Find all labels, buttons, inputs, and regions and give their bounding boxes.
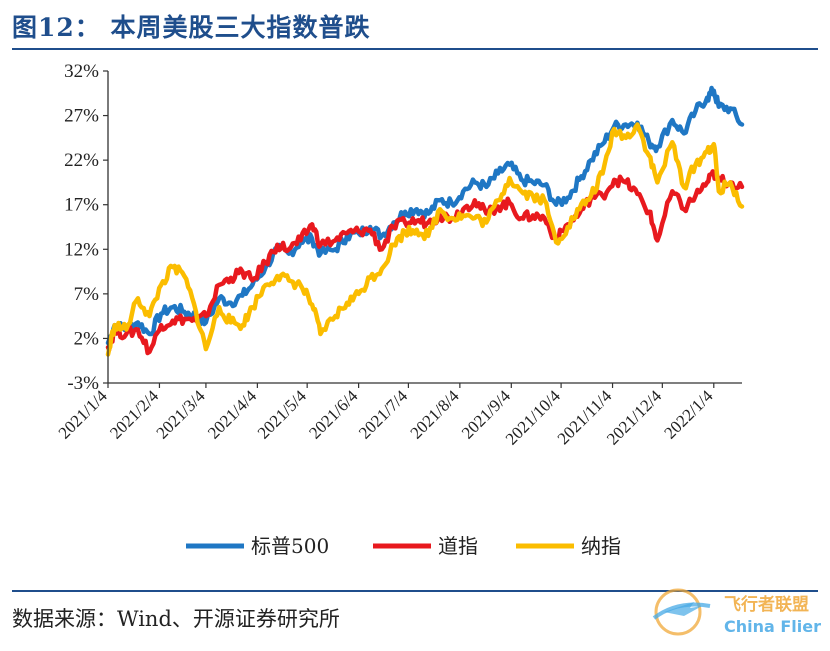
line-chart: -3%2%7%12%17%22%27%32%2021/1/42021/2/420… xyxy=(55,61,745,558)
title-divider xyxy=(12,48,818,50)
y-tick-label: 12% xyxy=(64,239,99,260)
y-tick-label: 27% xyxy=(64,106,99,127)
x-tick-label: 2021/12/4 xyxy=(603,386,666,449)
y-tick-label: 2% xyxy=(74,328,100,349)
x-tick-label: 2021/8/4 xyxy=(406,386,463,443)
chart-axes: -3%2%7%12%17%22%27%32%2021/1/42021/2/420… xyxy=(55,61,742,449)
y-tick-label: 32% xyxy=(64,61,99,82)
x-tick-label: 2021/3/4 xyxy=(153,386,210,443)
legend-label-3: 纳指 xyxy=(581,534,621,558)
series-line-1 xyxy=(105,85,745,346)
x-tick-label: 2021/1/4 xyxy=(55,386,112,443)
watermark-cn: 飞行者联盟 xyxy=(724,594,809,615)
y-tick-label: 7% xyxy=(74,284,100,305)
x-tick-label: 2021/4/4 xyxy=(204,386,261,443)
watermark-logo: 飞行者联盟 China Flier xyxy=(652,588,821,636)
y-tick-label: 22% xyxy=(64,150,99,171)
source-note: 数据来源：Wind、开源证券研究所 xyxy=(12,607,340,631)
x-tick-label: 2021/5/4 xyxy=(254,386,311,443)
watermark-en: China Flier xyxy=(724,617,821,636)
source-divider xyxy=(12,590,818,592)
series-line-3 xyxy=(105,122,745,357)
x-tick-label: 2021/6/4 xyxy=(305,386,362,443)
y-tick-label: -3% xyxy=(67,373,99,394)
series-line-2 xyxy=(105,169,745,356)
chart-legend: 标普500 道指 纳指 xyxy=(186,534,621,558)
x-tick-label: 2021/7/4 xyxy=(355,386,412,443)
legend-label-1: 标普500 xyxy=(251,534,329,558)
figure-title: 图12： 本周美股三大指数普跌 xyxy=(12,13,371,42)
y-tick-label: 17% xyxy=(64,195,99,216)
legend-label-2: 道指 xyxy=(438,534,478,558)
plot-lines xyxy=(105,85,745,357)
x-tick-label: 2021/10/4 xyxy=(502,386,565,449)
x-tick-label: 2021/2/4 xyxy=(106,386,163,443)
x-tick-label: 2022/1/4 xyxy=(660,386,717,443)
